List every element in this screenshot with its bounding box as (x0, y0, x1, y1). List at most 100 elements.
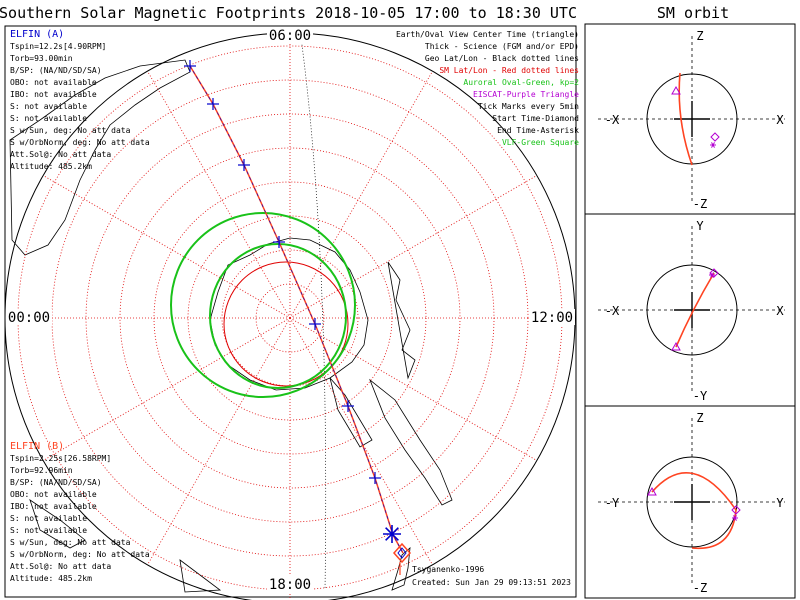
continent-outline (391, 547, 411, 591)
end-asterisk (711, 142, 715, 148)
continent-outline (179, 559, 222, 593)
info-line: B/SP: (NA/ND/SD/SA) (10, 66, 102, 75)
label-bg-left (6, 309, 52, 325)
continent-outline (387, 261, 416, 380)
plot-boundary (4, 32, 576, 600)
orbit-panel-frame (584, 405, 796, 599)
axis-label-top: Z (696, 29, 703, 43)
info-line: Altitude: 485.2km (10, 162, 92, 171)
sm-meridian (289, 317, 433, 566)
legend-entry: Auroral Oval-Green, kp=2 (463, 78, 579, 87)
info-line: Torb=92.96min (10, 466, 73, 475)
footprint-track (184, 60, 412, 575)
mlt-label-left: 00:00 (8, 310, 50, 326)
elfin-b-track (189, 65, 404, 554)
sm-meridian (147, 317, 291, 566)
sm-polar-circle (223, 261, 349, 387)
info-line: IBO: not available (10, 502, 97, 511)
legend-entry: Tick Marks every 5min (478, 102, 579, 111)
start-diamond (392, 542, 412, 564)
info-line: Att.Sol@: No att data (10, 150, 111, 159)
orbit-path-elfin (675, 272, 715, 348)
elfin-a-info: ELFIN (A) Tspin=12.2s[4.90RPM] Torb=93.00… (10, 29, 150, 171)
info-line: S: not available (10, 114, 87, 123)
info-line: OBO: not available (10, 490, 97, 499)
elfin-a-lines: Tspin=12.2s[4.90RPM] Torb=93.00min B/SP: (… (10, 42, 150, 171)
legend-entry: End Time-Asterisk (497, 126, 579, 135)
legend-entry: Start Time-Diamond (492, 114, 579, 123)
axis-label-bottom: -Z (693, 581, 707, 595)
legend: Earth/Oval View Center Time (triangle) Th… (396, 30, 579, 147)
legend-entry: Geo Lat/Lon - Black dotted lines (425, 54, 579, 63)
axis-label-bottom: -Z (693, 197, 707, 211)
end-asterisk (733, 515, 737, 521)
start-diamond (710, 132, 720, 142)
orbit-panels: Z -Z -X X Y -Y -X X Z -Z -Y Y (584, 23, 796, 599)
chart-title: Southern Solar Magnetic Footprints 2018-… (0, 4, 577, 22)
continent-outline (369, 378, 453, 506)
label-bg-right (529, 309, 575, 325)
polar-plot (4, 29, 576, 600)
info-line: B/SP: (NA/ND/SD/SA) (10, 478, 102, 487)
continent-outline (29, 499, 86, 549)
legend-entry: EISCAT-Purple Triangle (473, 90, 579, 99)
sm-meridian (289, 175, 538, 319)
info-line: Tspin=2.25s[26.58RPM] (10, 454, 111, 463)
geo-meridian (299, 29, 327, 591)
mlt-label-right: 12:00 (531, 310, 573, 326)
info-line: Torb=93.00min (10, 54, 73, 63)
orbit-panel: Z -Z -X X (584, 23, 796, 215)
sm-meridian (147, 70, 291, 319)
sm-latitude-circle (221, 249, 359, 387)
sm-grid (5, 33, 575, 600)
info-line: Tspin=12.2s[4.90RPM] (10, 42, 106, 51)
view-center-triangle (647, 486, 657, 496)
info-line: S w/OrbNorm, deg: No att data (10, 138, 150, 147)
sm-meridian (42, 317, 291, 461)
elfin-b-lines: Tspin=2.25s[26.58RPM] Torb=92.96min B/SP: … (10, 454, 150, 583)
orbit-path-gray (651, 472, 737, 549)
axis-label-left: -X (605, 304, 620, 318)
credits-created: Created: Sun Jan 29 09:13:51 2023 (412, 578, 571, 587)
sm-meridian (289, 70, 433, 319)
auroral-oval (170, 212, 356, 398)
auroral-oval-outer (170, 212, 356, 398)
start-diamond-inner (397, 547, 407, 559)
view-center-triangle (671, 85, 681, 95)
start-diamond (731, 505, 741, 515)
end-asterisk (385, 527, 399, 541)
info-line: S w/Sun, deg: No att data (10, 126, 131, 135)
start-diamond (709, 268, 719, 278)
mlt-label-top: 06:00 (269, 28, 311, 44)
orbit-path-elfin (651, 471, 737, 550)
info-line: S w/OrbNorm, deg: No att data (10, 550, 150, 559)
axis-label-left: -X (605, 113, 620, 127)
polar-plot-frame (4, 25, 577, 598)
sm-meridian (42, 175, 291, 319)
earth-outline (646, 456, 738, 548)
earth-outline (646, 264, 738, 356)
axis-label-top: Y (696, 219, 704, 233)
legend-entry: SM Lat/Lon - Red dotted lines (439, 66, 579, 75)
orbit-panel: Z -Z -Y Y (584, 405, 796, 599)
info-line: OBO: not available (10, 78, 97, 87)
axis-label-top: Z (696, 411, 703, 425)
elfin-a-name: ELFIN (A) (10, 29, 64, 40)
info-line: Att.Sol@: No att data (10, 562, 111, 571)
elfin-b-name: ELFIN (B) (10, 441, 64, 452)
mlt-label-bottom: 18:00 (269, 577, 311, 593)
info-line: S: not available (10, 526, 87, 535)
axis-label-right: Y (776, 496, 784, 510)
orbit-panel-title: SM orbit (657, 4, 729, 22)
orbit-path-elfin (678, 72, 693, 166)
elfin-b-info: ELFIN (B) Tspin=2.25s[26.58RPM] Torb=92.9… (10, 441, 150, 583)
legend-entry: Earth/Oval View Center Time (triangle) (396, 30, 579, 39)
axis-label-right: X (776, 113, 784, 127)
continent-outline (329, 377, 373, 448)
axis-label-left: -Y (605, 496, 620, 510)
elfin-a-track (189, 65, 404, 554)
label-bg-top (267, 27, 313, 43)
info-line: S w/Sun, deg: No att data (10, 538, 131, 547)
